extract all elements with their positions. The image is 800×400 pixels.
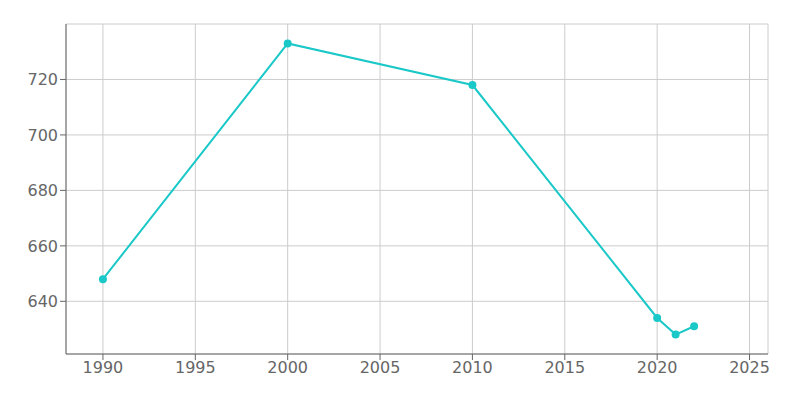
svg-text:700: 700 [27,126,58,145]
svg-text:2000: 2000 [267,358,308,377]
svg-text:720: 720 [27,70,58,89]
svg-text:680: 680 [27,181,58,200]
svg-text:640: 640 [27,292,58,311]
svg-text:660: 660 [27,237,58,256]
svg-text:2020: 2020 [637,358,678,377]
svg-text:2010: 2010 [452,358,493,377]
svg-text:2025: 2025 [729,358,770,377]
svg-text:1990: 1990 [83,358,124,377]
svg-text:2005: 2005 [360,358,401,377]
svg-text:2015: 2015 [544,358,585,377]
svg-text:1995: 1995 [175,358,216,377]
